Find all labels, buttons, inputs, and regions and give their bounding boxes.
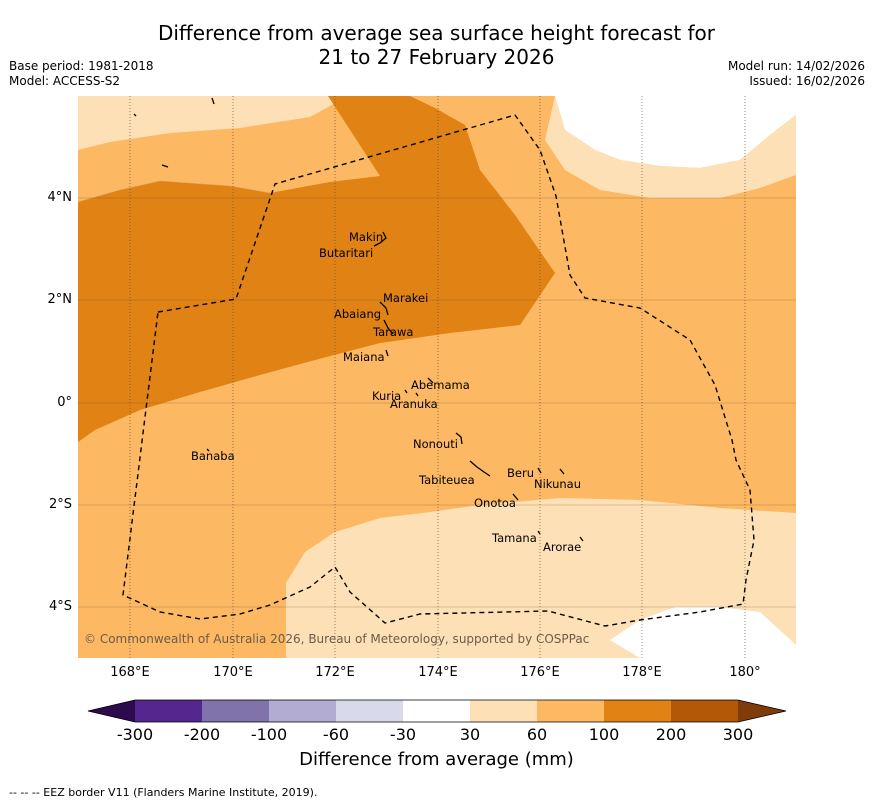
lon-label-172e: 172°E — [315, 665, 355, 680]
colorbar-label-neg200: -200 — [183, 725, 221, 744]
lon-label-168e: 168°E — [110, 665, 150, 680]
place-butaritari: Butaritari — [319, 246, 374, 260]
place-abemama: Abemama — [411, 378, 470, 392]
field-neutral-north — [555, 96, 796, 168]
colorbar-extend-high — [738, 700, 786, 722]
lat-label-2s: 2°S — [48, 497, 72, 512]
colorbar-label-neg30: -30 — [389, 725, 417, 744]
place-nonouti: Nonouti — [413, 437, 458, 451]
lon-label-180: 180° — [729, 665, 761, 680]
colorbar-label-neg60: -60 — [322, 725, 350, 744]
colorbar-label-200: 200 — [655, 725, 687, 744]
graticule — [129, 96, 746, 658]
place-beru: Beru — [507, 466, 534, 480]
base-period: Base period: 1981-2018 — [9, 59, 154, 73]
colorbar-label-100: 100 — [588, 725, 620, 744]
issued-date: Issued: 16/02/2026 — [749, 74, 865, 88]
colorbar-label-60: 60 — [526, 725, 548, 744]
colorbar-label-30: 30 — [459, 725, 481, 744]
map-title: Difference from average sea surface heig… — [0, 21, 873, 69]
eez-border — [122, 114, 755, 627]
colorbar-title: Difference from average (mm) — [299, 749, 574, 770]
model-run: Model run: 14/02/2026 — [727, 59, 865, 73]
copyright-credit: © Commonwealth of Australia 2026, Bureau… — [84, 632, 590, 646]
field-neutral-south — [610, 607, 796, 658]
colorbar-bin-8 — [604, 700, 671, 722]
colorbar-label-neg300: -300 — [116, 725, 154, 744]
field-100-200 — [78, 96, 555, 442]
place-nikunau: Nikunau — [534, 477, 582, 491]
colorbar-bin-5 — [403, 700, 470, 722]
meta-left: Base period: 1981-2018 Model: ACCESS-S2 — [9, 59, 154, 89]
colorbar-bin-4 — [336, 700, 403, 722]
place-aranuka: Aranuka — [390, 397, 438, 411]
colorbar-label-300: 300 — [722, 725, 754, 744]
lon-label-174e: 174°E — [418, 665, 458, 680]
lat-label-2n: 2°N — [47, 292, 73, 307]
place-abaiang: Abaiang — [334, 307, 382, 321]
eez-footnote: -- -- -- EEZ border V11 (Flanders Marine… — [9, 786, 318, 799]
field-30-60-northeast — [545, 96, 796, 198]
place-makin: Makin — [349, 230, 384, 244]
model-name: Model: ACCESS-S2 — [9, 74, 121, 88]
colorbar-bin-6 — [470, 700, 537, 722]
place-banaba: Banaba — [191, 449, 235, 463]
lat-label-4s: 4°S — [48, 599, 72, 614]
place-tabiteuea: Tabiteuea — [419, 473, 475, 487]
title-line-1: Difference from average sea surface heig… — [157, 21, 716, 45]
map-fields — [78, 96, 796, 658]
place-arorae: Arorae — [543, 540, 582, 554]
lat-label-4n: 4°N — [47, 190, 73, 205]
lon-label-176e: 176°E — [520, 665, 560, 680]
place-marakei: Marakei — [383, 291, 429, 305]
place-tamana: Tamana — [492, 531, 537, 545]
field-30-60-northwest — [78, 96, 348, 150]
place-tarawa: Tarawa — [373, 325, 414, 339]
colorbar — [87, 699, 787, 723]
colorbar-bin-7 — [537, 700, 604, 722]
place-kuria: Kuria — [372, 389, 402, 403]
title-line-2: 21 to 27 February 2026 — [318, 45, 555, 69]
colorbar-extend-low — [88, 700, 135, 722]
islands — [133, 97, 584, 542]
colorbar-bin-1 — [135, 700, 202, 722]
lon-label-178e: 178°E — [622, 665, 662, 680]
colorbar-bin-2 — [202, 700, 269, 722]
lon-label-170e: 170°E — [213, 665, 253, 680]
lat-lines — [78, 197, 796, 608]
place-onotoa: Onotoa — [474, 496, 516, 510]
lat-label-0: 0° — [57, 395, 72, 410]
place-maiana: Maiana — [343, 350, 385, 364]
colorbar-bin-3 — [269, 700, 336, 722]
colorbar-bin-9 — [671, 700, 738, 722]
colorbar-label-neg100: -100 — [250, 725, 288, 744]
meta-right: Model run: 14/02/2026 Issued: 16/02/2026 — [728, 59, 865, 89]
